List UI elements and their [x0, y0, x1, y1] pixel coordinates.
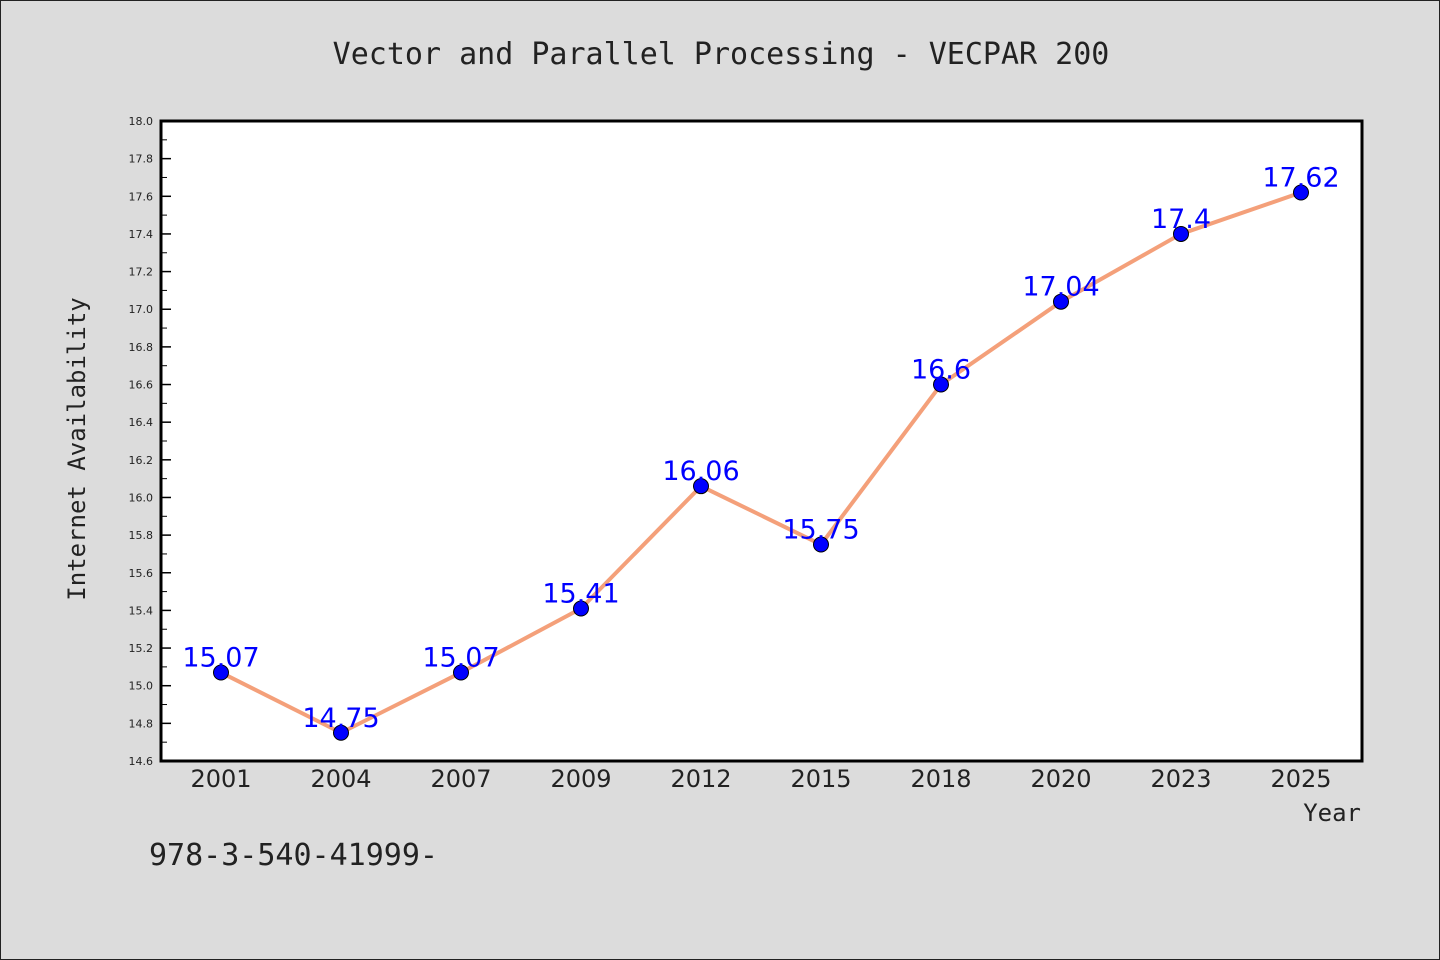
data-label: 15.07 [182, 643, 259, 674]
chart-title: Vector and Parallel Processing - VECPAR … [333, 37, 1110, 72]
y-tick-label: 18.0 [129, 115, 154, 128]
x-tick-label: 2023 [1150, 765, 1211, 793]
data-point [813, 536, 829, 553]
plot-area [159, 119, 1364, 763]
y-tick-label: 16.4 [129, 416, 154, 429]
y-tick-label: 16.0 [129, 491, 154, 504]
y-axis-label: Internet Availability [63, 297, 91, 600]
y-tick-label: 16.8 [129, 341, 154, 354]
y-tick-label: 16.6 [129, 379, 154, 392]
x-tick-label: 2012 [670, 765, 731, 793]
data-label: 17.04 [1022, 272, 1099, 303]
y-tick-label: 17.6 [129, 190, 154, 203]
y-tick-label: 14.6 [129, 755, 154, 768]
data-point [1053, 293, 1069, 310]
data-point [933, 376, 949, 393]
data-point [453, 664, 469, 681]
x-tick-label: 2015 [790, 765, 851, 793]
y-tick-label: 17.2 [129, 266, 154, 279]
data-point [1173, 225, 1189, 242]
y-tick-label: 15.0 [129, 680, 154, 693]
data-point [213, 664, 229, 681]
data-label: 15.75 [782, 515, 859, 546]
y-tick-label: 14.8 [129, 717, 154, 730]
x-tick-label: 2007 [430, 765, 491, 793]
y-tick-label: 15.6 [129, 567, 154, 580]
x-tick-label: 2025 [1270, 765, 1331, 793]
data-label: 16.6 [911, 355, 971, 386]
data-point [693, 478, 709, 495]
x-tick-label: 2018 [910, 765, 971, 793]
data-point [333, 724, 349, 741]
series-layer: 15.07 14.75 15.07 15.41 16.06 15.75 16.6 17.04 1… [182, 163, 1340, 741]
data-label: 16.06 [662, 456, 739, 487]
x-tick-label: 2004 [310, 765, 371, 793]
data-label: 14.75 [302, 703, 379, 734]
y-tick-label: 15.2 [129, 642, 154, 655]
y-tick-label: 15.8 [129, 529, 154, 542]
y-tick-label: 17.0 [129, 303, 154, 316]
y-tick-label: 15.4 [129, 604, 154, 617]
x-axis: 2001 2004 2007 2009 2012 2015 2018 2020 2023 2025 [190, 765, 1331, 793]
x-axis-label: Year [1303, 799, 1361, 827]
y-tick-label: 16.2 [129, 454, 154, 467]
x-tick-label: 2009 [550, 765, 611, 793]
y-axis: 14.6 14.8 15.0 15.2 15.4 15.6 15.8 16.0 16.2 16.4… [129, 115, 171, 768]
data-label: 17.62 [1262, 163, 1339, 194]
y-tick-label: 17.4 [129, 228, 154, 241]
chart-annotation: 978-3-540-41999- [149, 838, 438, 873]
data-label: 15.07 [422, 643, 499, 674]
x-tick-label: 2020 [1030, 765, 1091, 793]
data-point [1293, 184, 1309, 201]
data-point [573, 600, 589, 617]
series-line [219, 190, 1303, 735]
y-tick-label: 17.8 [129, 153, 154, 166]
data-label: 17.4 [1151, 204, 1211, 235]
x-tick-label: 2001 [190, 765, 251, 793]
data-label: 15.41 [542, 579, 619, 610]
